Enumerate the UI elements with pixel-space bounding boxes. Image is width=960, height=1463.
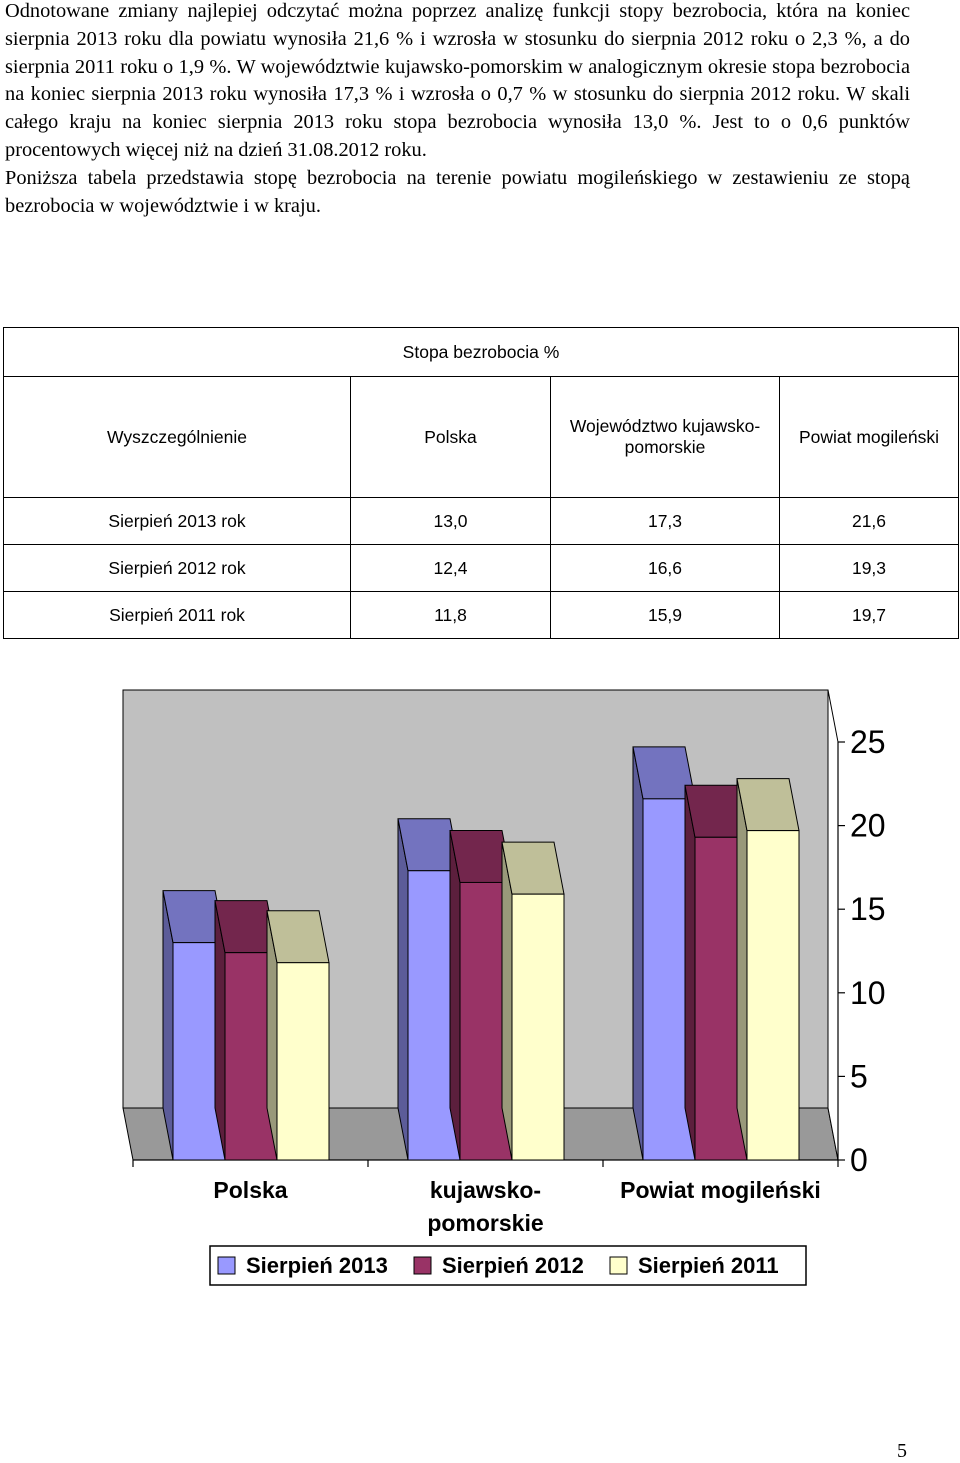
bar-top [266,910,330,964]
x-tick-label: Polska [213,1177,287,1203]
legend-swatch [609,1256,628,1275]
intro-paragraph: Odnotowane zmiany najlepiej odczytać moż… [5,0,910,161]
x-tick-label: pomorskie [427,1210,543,1236]
table-cell: 15,9 [550,591,780,639]
table-cell: 12,4 [350,544,551,592]
legend-swatch [217,1256,236,1275]
bar-side [632,746,644,1161]
bar [501,841,565,1161]
bar-front [276,962,330,1161]
intro-paragraph: Poniższa tabela przedstawia stopę bezrob… [5,166,910,217]
table-header-cell: Polska [350,376,551,498]
chart-side-wall [827,689,839,1161]
y-tick-label: 0 [850,1142,868,1178]
bar-front [511,893,565,1161]
table-cell: Sierpień 2013 rok [3,497,351,545]
y-tick-label: 10 [850,975,886,1011]
legend-swatch [413,1256,432,1275]
table-cell: Sierpień 2012 rok [3,544,351,592]
table-cell: 19,7 [779,591,959,639]
x-tick-label: kujawsko- [430,1177,541,1203]
bar-front [746,830,800,1161]
table-header-cell: Wyszczególnienie [3,376,351,498]
bar [736,778,800,1161]
bar-side [501,842,513,1161]
table-cell: Sierpień 2011 rok [3,591,351,639]
table-cell: 16,6 [550,544,780,592]
table-cell: 19,3 [779,544,959,592]
y-tick-label: 25 [850,724,886,760]
unemployment-bar-chart: 0 5 10 15 20 25 Polska kujawsko-pomorskie Powiat… [122,689,886,1286]
intro-text: Odnotowane zmiany najlepiej odczytać moż… [5,0,910,220]
table-header-cell: Powiat mogileński [779,376,959,498]
y-tick-label: 15 [850,891,886,927]
bar-top [736,778,800,832]
table-title: Stopa bezrobocia % [3,327,959,377]
y-tick-label: 20 [850,808,886,844]
unemployment-table: Stopa bezrobocia % Wyszczególnienie Pols… [3,327,959,639]
legend-box [209,1245,807,1286]
chart-legend: Sierpień 2013 Sierpień 2012 Sierpień 2011 [209,1245,807,1286]
table-row: Sierpień 2013 rok 13,0 17,3 21,6 [3,497,959,545]
x-tick-label: Powiat mogileński [620,1177,821,1203]
bar-side [397,818,409,1161]
legend-label: Sierpień 2012 [442,1253,584,1278]
bar-side [449,830,461,1161]
table-cell: 21,6 [779,497,959,545]
bar-top [501,841,565,895]
table-header-cell: Województwo kujawsko-pomorskie [550,376,780,498]
bar-side [684,785,696,1161]
table-cell: 17,3 [550,497,780,545]
table-cell: 11,8 [350,591,551,639]
table-cell: 13,0 [350,497,551,545]
y-tick-label: 5 [850,1058,868,1094]
bar [266,910,330,1161]
page-number: 5 [897,1440,907,1462]
table-row: Sierpień 2012 rok 12,4 16,6 19,3 [3,544,959,592]
legend-label: Sierpień 2013 [246,1253,388,1278]
legend-label: Sierpień 2011 [638,1253,779,1278]
bar-side [736,778,748,1161]
table-row: Sierpień 2011 rok 11,8 15,9 19,7 [3,591,959,639]
